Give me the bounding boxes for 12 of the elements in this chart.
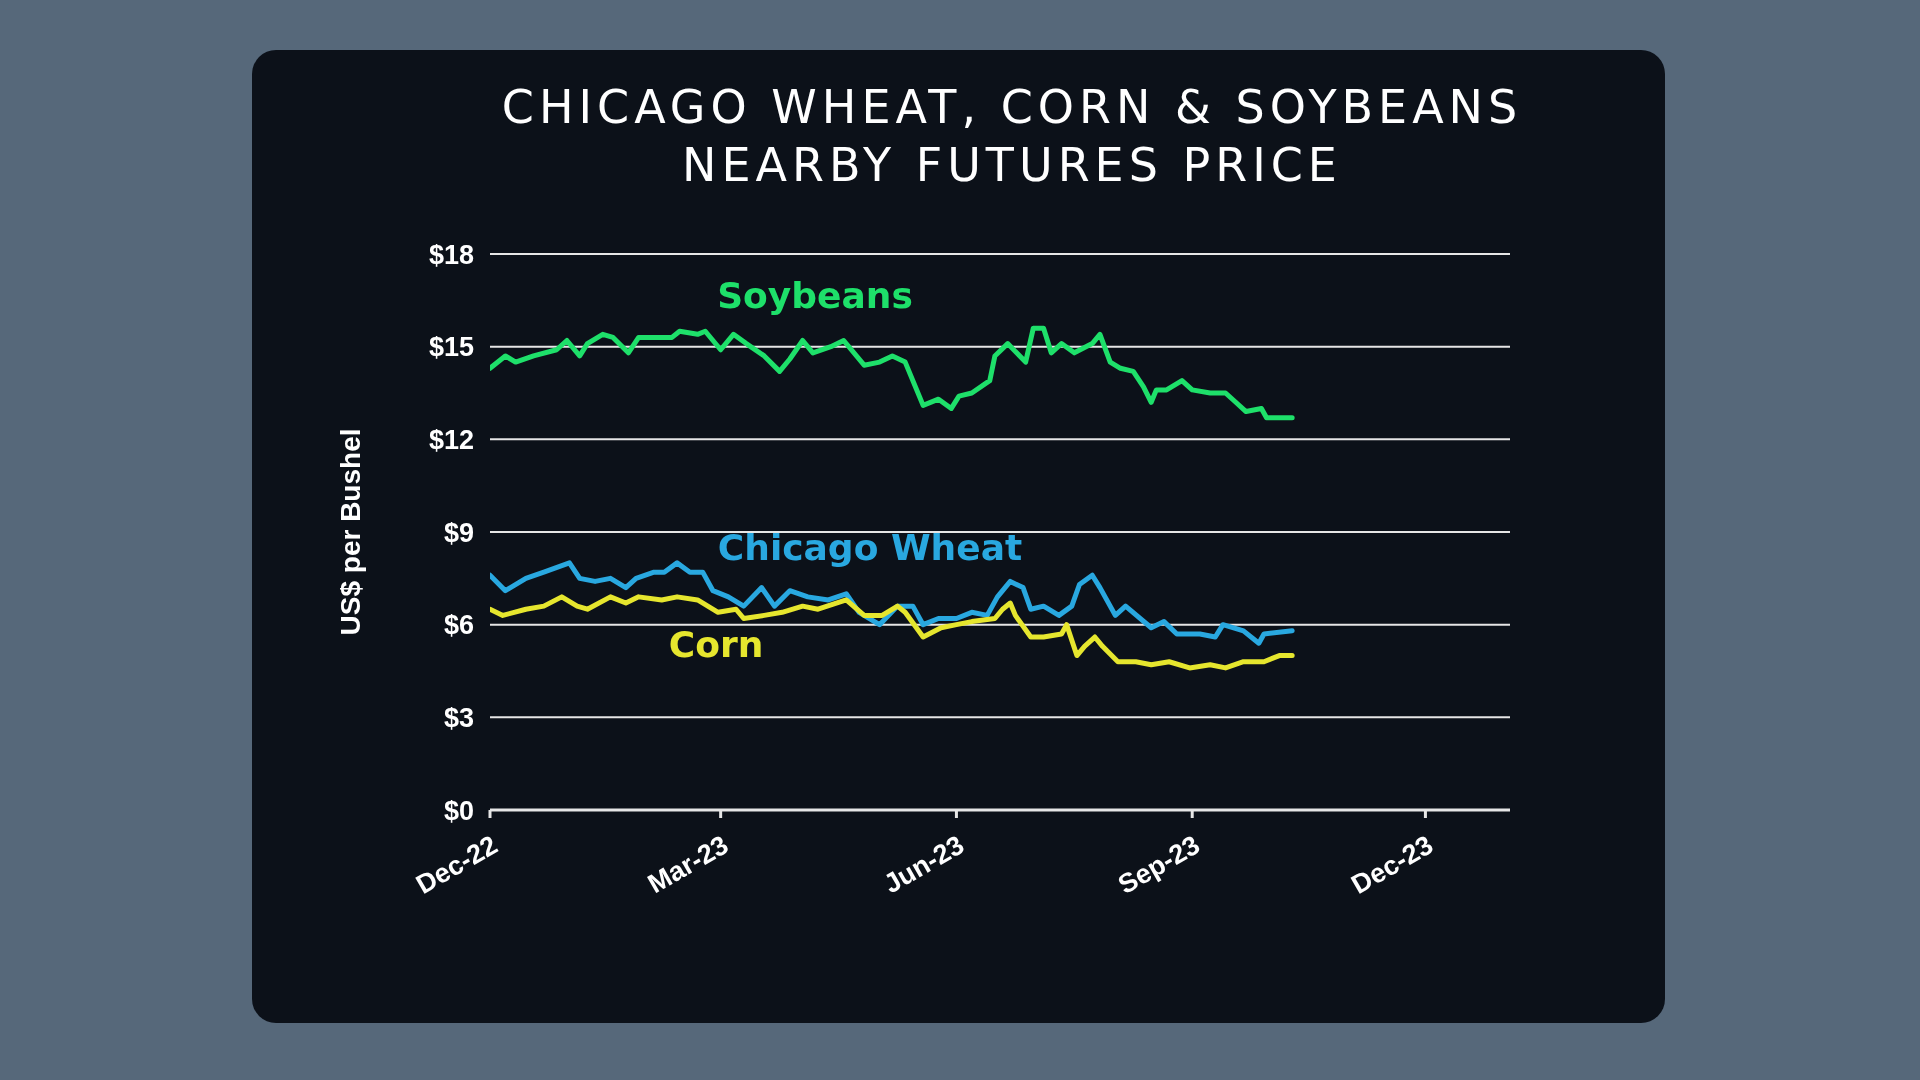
y-tick-label: $15 — [428, 332, 474, 363]
y-tick-label: $0 — [443, 795, 474, 826]
chart-title: CHICAGO WHEAT, CORN & SOYBEANS NEARBY FUTURES PRICE — [500, 79, 1524, 194]
y-tick-label: $12 — [428, 424, 474, 455]
y-tick-label: $18 — [428, 239, 474, 270]
series-label: Corn — [668, 623, 764, 665]
series-label: Chicago Wheat — [717, 526, 1023, 568]
y-tick-label: $6 — [443, 610, 474, 641]
y-tick-label: $9 — [443, 517, 474, 548]
y-axis-title: US$ per Bushel — [334, 428, 366, 636]
y-tick-label: $3 — [443, 702, 474, 733]
series-label: Soybeans — [717, 274, 913, 316]
